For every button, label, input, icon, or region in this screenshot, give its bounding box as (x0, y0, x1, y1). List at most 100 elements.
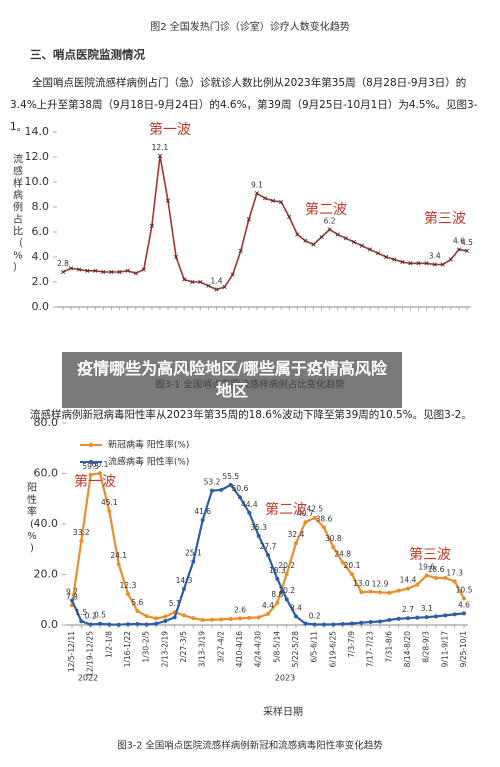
x-tick-label: 8/14-8/20 (403, 631, 412, 668)
data-point (149, 223, 154, 228)
y-tick-label: 60.0 (34, 467, 59, 480)
data-point (368, 589, 373, 594)
data-point (70, 598, 74, 603)
data-point (443, 613, 448, 618)
data-point (424, 615, 429, 620)
x-tick-label: 3/13-3/19 (198, 631, 207, 668)
data-label: 24.1 (110, 551, 127, 560)
data-point (359, 243, 365, 248)
data-label: 5.1 (169, 599, 181, 608)
data-point (424, 261, 429, 266)
data-point (254, 191, 260, 196)
data-point (107, 622, 112, 627)
data-point (182, 277, 187, 282)
data-point (228, 482, 233, 487)
data-label: 12.1 (152, 143, 169, 152)
x-tick-label: 1/30-2/5 (142, 631, 151, 663)
data-point (424, 573, 429, 578)
data-label: 20.1 (344, 561, 361, 570)
data-point (303, 520, 308, 525)
annotation: 第二波 (305, 201, 347, 218)
data-label: 14.3 (176, 576, 193, 585)
figure-caption: 图3-2 全国哨点医院流感样病例新冠和流感病毒阳性率变化趋势 (117, 740, 383, 752)
data-point (214, 287, 219, 292)
legend-marker (88, 442, 94, 448)
legend-label: 新冠病毒 阳性率(%) (108, 439, 189, 451)
data-label: 3.1 (421, 604, 433, 613)
x-tick-label: 8/28-9/3 (422, 631, 431, 663)
data-label: 4.5 (461, 238, 473, 247)
data-point (378, 590, 382, 595)
data-label: 0.5 (94, 611, 106, 620)
x-group-label: 2022 (78, 674, 98, 683)
data-point (331, 545, 336, 550)
annotation: 第二波 (265, 501, 307, 518)
data-label: 10.5 (456, 585, 473, 594)
data-point (406, 616, 410, 621)
data-point (238, 616, 242, 621)
data-label: 3.4 (290, 603, 302, 612)
y-tick-label: 20.0 (34, 568, 59, 581)
paragraph: 流感样病例新冠病毒阳性率从2023年第35周的18.6%波动下降至第39周的10… (30, 409, 472, 421)
series-line (62, 155, 468, 291)
data-point (303, 621, 308, 626)
data-label: 17.3 (446, 568, 463, 577)
x-tick-label: 2/13-2/19 (160, 631, 169, 668)
x-tick-label: 3/27-4/2 (216, 631, 225, 663)
data-point (327, 227, 332, 232)
data-label: 4.4 (262, 601, 274, 610)
data-point (200, 617, 205, 622)
data-point (88, 622, 93, 627)
data-point (266, 553, 270, 558)
data-point (219, 617, 224, 622)
data-point (157, 153, 163, 158)
data-point (387, 617, 392, 622)
data-point (210, 488, 214, 493)
data-label: 0.2 (85, 611, 97, 620)
data-point (408, 261, 413, 266)
x-tick-label: 2/27-3/5 (179, 631, 188, 663)
data-point (452, 579, 457, 584)
data-point (247, 510, 252, 515)
data-label: 9.7 (66, 588, 78, 597)
data-label: 53.2 (204, 478, 221, 487)
data-label: 44.4 (241, 500, 258, 509)
data-point (456, 247, 462, 252)
data-point (126, 622, 130, 627)
y-tick-label: 12.0 (25, 150, 50, 163)
data-label: 2.6 (234, 605, 246, 614)
data-point (190, 279, 195, 285)
annotation: 第一波 (149, 121, 191, 138)
data-label: 0.2 (309, 611, 321, 620)
data-point (219, 487, 224, 492)
data-point (230, 272, 235, 277)
x-tick-label: 9/25-10/1 (459, 631, 468, 668)
data-point (228, 616, 233, 621)
data-point (116, 622, 121, 627)
data-label: 5.6 (131, 598, 143, 607)
data-label: 59.5 (82, 462, 99, 471)
data-point (144, 614, 149, 619)
data-label: 8.8 (271, 590, 283, 599)
data-label: 35.3 (250, 523, 267, 532)
data-label: 25.1 (185, 549, 202, 558)
data-point (311, 242, 316, 247)
data-point (376, 251, 381, 256)
data-point (432, 262, 437, 267)
data-point (359, 590, 364, 595)
data-label: 4.6 (453, 237, 465, 246)
data-point (340, 560, 345, 565)
data-point (275, 600, 280, 605)
legend-label: 流感病毒 阳性率(%) (108, 456, 189, 468)
y-tick-label: 8.0 (32, 200, 50, 213)
section-title: 三、哨点医院监测情况 (30, 48, 145, 62)
data-point (79, 619, 84, 624)
x-tick-label: 6/19-6/25 (328, 631, 337, 668)
data-point (340, 621, 345, 626)
data-point (415, 615, 420, 620)
data-label: 1.4 (211, 277, 223, 286)
y-tick-label: 14.0 (25, 125, 50, 138)
data-point (396, 588, 401, 593)
data-label: 1.5 (75, 608, 87, 617)
x-tick-label: 9/11-9/17 (440, 631, 449, 668)
